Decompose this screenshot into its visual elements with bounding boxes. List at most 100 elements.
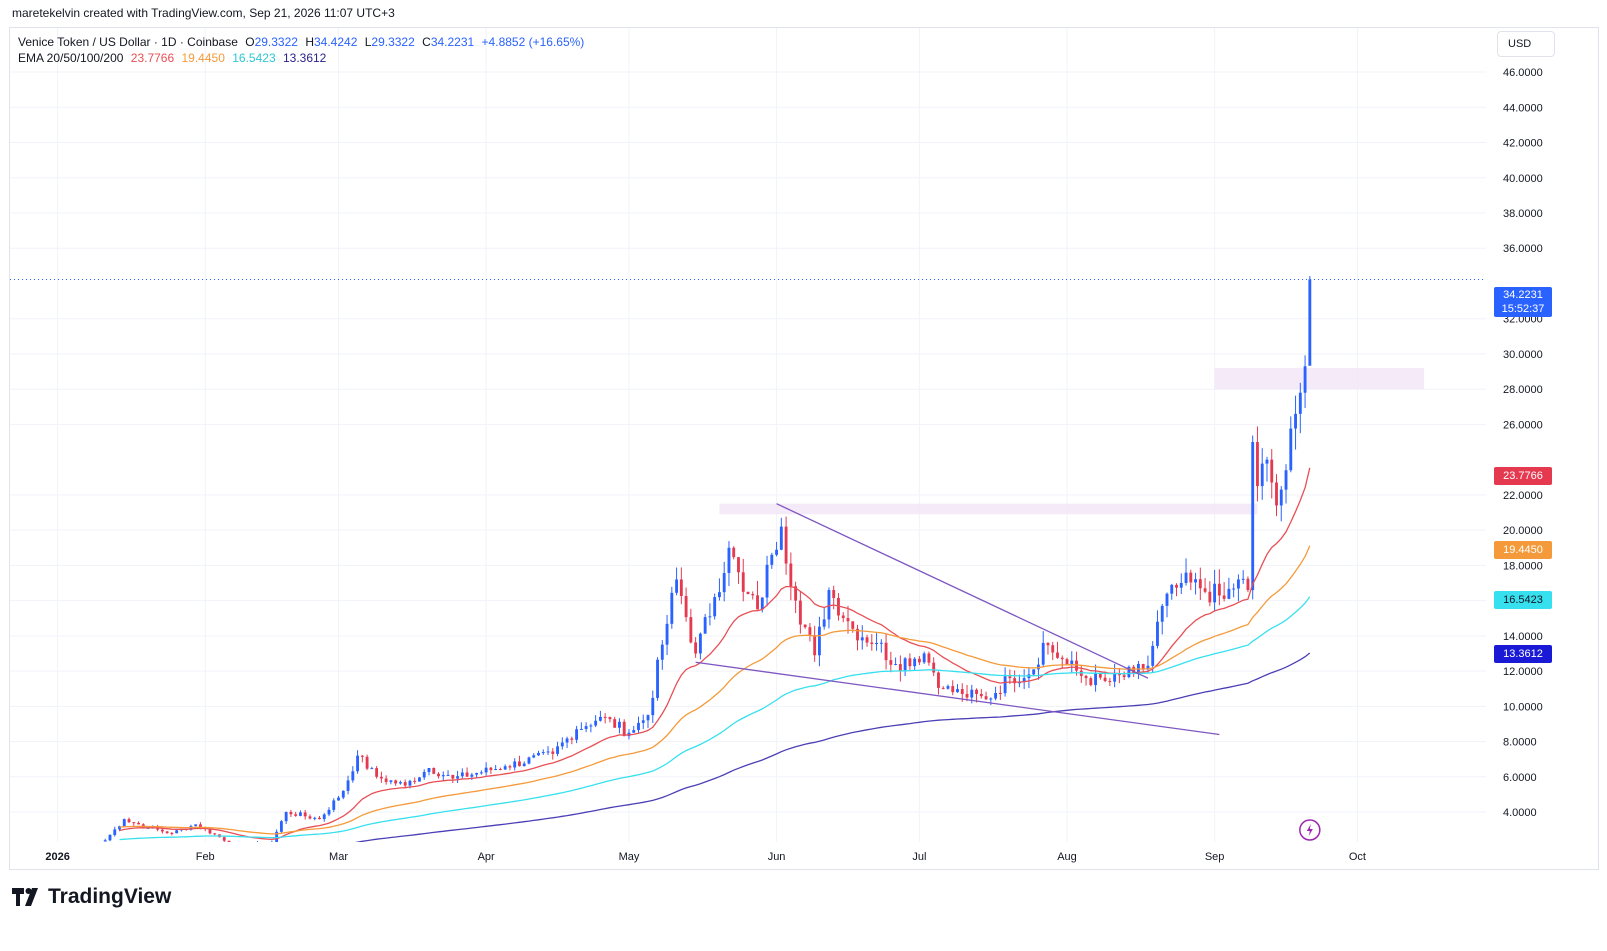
candle-body [484,767,488,773]
candle-body [441,775,445,777]
ema50-line [119,545,1311,835]
candle-body [641,720,645,723]
candle-body [261,843,264,845]
candle-body [351,771,355,781]
plot-area [103,276,1425,847]
candle-body [1141,663,1145,670]
x-tick-label: Oct [1349,851,1366,863]
candle-body [513,761,517,768]
candle-body [1179,583,1183,588]
ohlc-row: Venice Token / US Dollar · 1D · Coinbase… [18,34,588,50]
candle-body [970,689,974,698]
candle-body [1113,673,1117,682]
candle-body [732,547,736,558]
tradingview-logo[interactable]: TradingView [12,885,171,909]
candle-body [698,633,702,654]
candle-body [741,572,745,592]
candle-body [998,692,1002,694]
candle-body [247,845,250,847]
y-tick-label: 20.0000 [1503,525,1543,537]
candle-body [651,697,655,716]
x-tick-label: Aug [1057,851,1077,863]
candle-body [1127,666,1131,678]
candle-body [1251,442,1255,591]
candle-body [1098,673,1102,678]
countdown-value: 15:52:37 [1501,303,1545,315]
candle-body [1146,665,1150,670]
candle-body [242,845,245,847]
candle-body [903,658,907,672]
candle-body [256,843,259,845]
candle-body [1151,645,1155,666]
ema-label[interactable]: EMA 20/50/100/200 [18,51,124,65]
candle-body [494,769,498,771]
candle-body [565,738,569,743]
y-tick-label: 4.0000 [1503,807,1537,819]
candle-body [403,782,407,786]
candle-body [522,763,526,767]
candle-body [560,742,564,747]
candle-body [1003,676,1007,694]
ema20-price-tag: 23.7766 [1494,467,1552,485]
candle-body [946,686,950,689]
candle-body [279,821,283,832]
candle-body [1275,482,1278,506]
candle-body [1213,583,1217,603]
ohlc-low: L29.3322 [364,35,415,49]
y-tick-label: 22.0000 [1503,490,1543,502]
candle-body [1060,657,1064,660]
tradingview-logo-icon [12,888,38,906]
candle-body [870,642,874,645]
ema200-price-tag: 13.3612 [1494,645,1552,663]
candle-body [408,780,412,786]
candle-body [865,637,869,643]
ema50-value: 19.4450 [181,51,225,65]
ohlc-high: H34.4242 [305,35,358,49]
candle-body [327,809,331,815]
candle-body [1056,652,1059,658]
candle-body [1198,579,1202,589]
y-tick-label: 10.0000 [1503,701,1543,713]
candle-body [113,829,117,835]
candle-body [546,751,550,753]
candle-body [456,776,459,779]
candle-body [1156,621,1159,646]
candle-body [1222,595,1226,599]
candle-body [365,756,369,769]
candle-body [746,591,750,595]
currency-button[interactable]: USD [1497,31,1555,57]
candle-body [1122,675,1126,678]
candle-body [808,627,812,636]
candle-body [1084,675,1088,679]
candle-body [284,812,288,822]
candle-body [437,773,440,777]
candle-body [518,761,521,767]
candle-body [784,526,788,564]
candle-body [294,814,298,816]
candle-body [927,653,931,663]
candle-body [1289,428,1293,471]
candle-body [660,644,664,660]
candle-body [603,716,607,718]
candle-body [951,686,955,693]
candle-body [446,774,450,776]
candle-body [984,696,988,700]
trendline [695,661,1220,736]
candle-body [1270,459,1274,483]
symbol-title[interactable]: Venice Token / US Dollar · 1D · Coinbase [18,35,238,49]
candle-body [1189,572,1193,583]
candle-body [832,590,836,598]
candle-body [498,769,502,771]
candle-body [232,843,235,844]
candle-body [103,840,107,842]
candle-body [308,816,312,819]
candle-body [394,780,398,784]
candle-body [370,768,374,770]
candle-body [1241,578,1245,580]
candle-body [575,729,579,740]
candle-body [689,617,693,643]
candle-body [798,600,802,625]
candle-body [1298,392,1302,414]
y-tick-label: 14.0000 [1503,631,1543,643]
